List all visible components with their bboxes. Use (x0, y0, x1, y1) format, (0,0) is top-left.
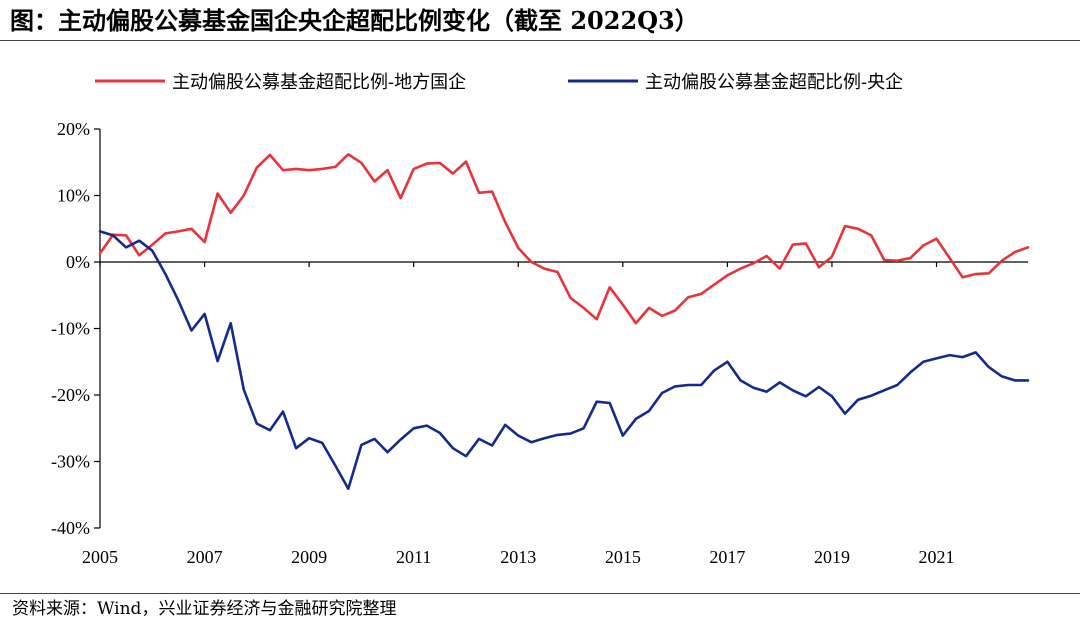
x-tick-label: 2007 (187, 547, 223, 567)
line-chart: 主动偏股公募基金超配比例-地方国企 主动偏股公募基金超配比例-央企 20% 10%… (51, 72, 1030, 567)
legend: 主动偏股公募基金超配比例-地方国企 主动偏股公募基金超配比例-央企 (95, 72, 903, 93)
y-tick-label: 20% (57, 119, 90, 139)
top-rule (0, 40, 1080, 41)
x-tick-label: 2019 (814, 547, 850, 567)
x-tick-label: 2015 (605, 547, 641, 567)
y-tick-label: -30% (51, 452, 90, 472)
x-tick-label: 2011 (396, 547, 431, 567)
y-tick-label: -40% (51, 518, 90, 538)
x-tick-label: 2021 (919, 547, 955, 567)
series-line-local-soe (98, 153, 1030, 325)
source-note: 资料来源：Wind，兴业证券经济与金融研究院整理 (12, 599, 397, 619)
axes: 20% 10% 0% -10% -20% -30% -40% 2005 2007 2009 2011… (51, 119, 1028, 567)
x-tick-label: 2005 (82, 547, 118, 567)
legend-label-central-soe: 主动偏股公募基金超配比例-央企 (645, 72, 903, 93)
series-group (98, 153, 1030, 491)
series-line-central-soe (98, 230, 1030, 491)
y-tick-label: 10% (57, 186, 90, 206)
y-tick-label: -10% (51, 319, 90, 339)
legend-label-local-soe: 主动偏股公募基金超配比例-地方国企 (172, 72, 466, 93)
y-tick-label: 0% (66, 252, 90, 272)
y-tick-label: -20% (51, 385, 90, 405)
x-tick-label: 2013 (500, 547, 536, 567)
x-tick-label: 2017 (709, 547, 745, 567)
chart-title: 图：主动偏股公募基金国企央企超配比例变化（截至 2022Q3） (10, 6, 699, 35)
bottom-rule (0, 593, 1080, 594)
x-tick-label: 2009 (291, 547, 327, 567)
